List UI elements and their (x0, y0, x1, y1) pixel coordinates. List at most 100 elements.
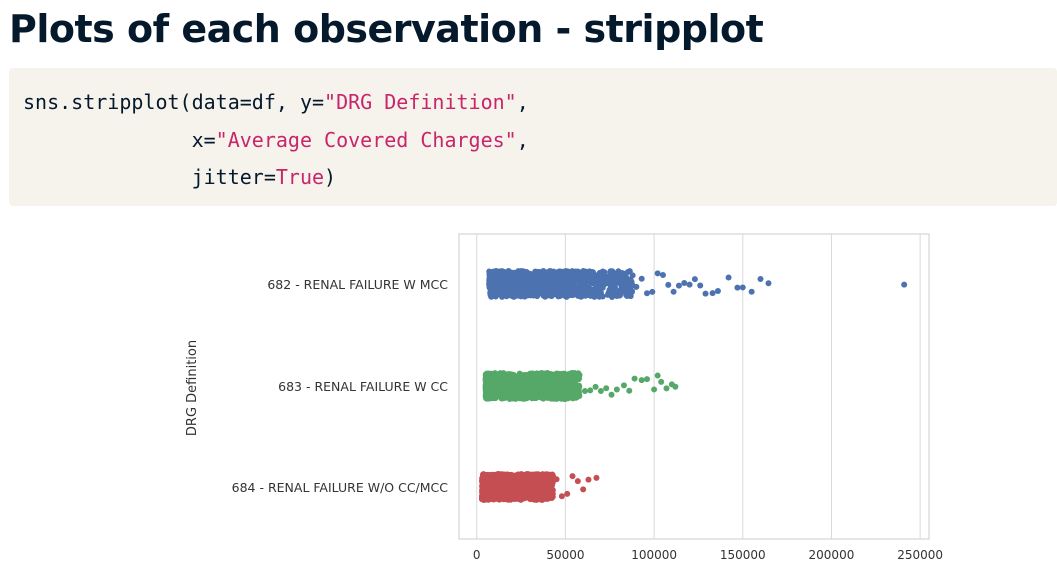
data-point (524, 292, 531, 299)
y-axis-label: DRG Definition (185, 340, 200, 436)
data-point (528, 376, 535, 383)
data-point (501, 373, 508, 380)
data-point (499, 379, 506, 386)
data-point (551, 282, 558, 289)
data-point (734, 284, 741, 291)
data-point (534, 291, 541, 298)
data-point (702, 290, 709, 297)
data-point (581, 388, 588, 395)
x-tick-label: 150000 (720, 548, 766, 562)
data-point (580, 486, 587, 493)
data-point (654, 372, 661, 379)
data-point (547, 276, 554, 283)
data-point (616, 275, 623, 282)
data-point (575, 391, 582, 398)
code-keyword: True (275, 165, 325, 189)
x-tick-label: 0 (473, 548, 481, 562)
code-text: ) (324, 165, 337, 189)
data-point (483, 377, 490, 384)
data-point (507, 479, 514, 486)
data-point (486, 481, 493, 488)
y-tick-label: 682 - RENAL FAILURE W MCC (267, 277, 448, 292)
data-point (558, 493, 565, 500)
data-point (576, 275, 583, 282)
data-point (556, 278, 563, 285)
data-point (580, 268, 587, 275)
data-point (503, 496, 510, 503)
data-point (530, 473, 537, 480)
data-point (686, 281, 693, 288)
data-point (559, 376, 566, 383)
data-point (535, 475, 542, 482)
data-point (599, 280, 606, 287)
data-point (901, 281, 908, 288)
data-point (596, 270, 603, 277)
data-point (709, 290, 716, 297)
data-point (519, 493, 526, 500)
data-point (765, 280, 772, 287)
x-tick-label: 250000 (897, 548, 943, 562)
data-point (691, 276, 698, 283)
data-point (546, 268, 553, 275)
x-tick-label: 200000 (809, 548, 855, 562)
data-point (523, 269, 530, 276)
data-point (593, 474, 600, 481)
data-point (516, 477, 523, 484)
code-indent (23, 165, 192, 189)
data-point (607, 290, 614, 297)
data-point (619, 280, 626, 287)
data-point (499, 387, 506, 394)
data-point (597, 388, 604, 395)
data-point (527, 496, 534, 503)
data-point (626, 387, 633, 394)
data-point (512, 292, 519, 299)
data-point (591, 288, 598, 295)
data-point (597, 293, 604, 300)
data-point (496, 496, 503, 503)
data-point (603, 385, 610, 392)
stripplot-svg: 0 50000 100000 150000 200000 250000 682 - RENA… (185, 233, 943, 562)
code-text: x= (191, 127, 216, 152)
data-point (525, 277, 532, 284)
data-point (502, 285, 509, 292)
data-point (622, 270, 629, 277)
code-line-1: sns.stripplot(data=df, y="DRG Definition… (23, 84, 1057, 122)
data-point (532, 282, 539, 289)
data-point (658, 378, 665, 385)
code-text: , (516, 127, 529, 152)
data-point (558, 381, 565, 388)
data-point (540, 286, 547, 293)
data-point (515, 272, 522, 279)
y-tick-label: 683 - RENAL FAILURE W CC (278, 379, 448, 394)
data-point (556, 268, 563, 275)
data-point (498, 395, 505, 402)
data-point (611, 280, 618, 287)
code-indent (23, 128, 192, 152)
data-point (595, 276, 602, 283)
data-point (479, 495, 486, 502)
data-point (560, 387, 567, 394)
data-point (506, 284, 513, 291)
data-point (739, 284, 746, 291)
data-point (495, 478, 502, 485)
data-point (608, 391, 615, 398)
data-point (538, 378, 545, 385)
data-point (519, 376, 526, 383)
data-point (522, 381, 529, 388)
data-point (592, 383, 599, 390)
data-point (564, 380, 571, 387)
data-point (486, 268, 493, 275)
data-point (540, 492, 547, 499)
data-point (484, 371, 491, 378)
data-point (511, 390, 518, 397)
series-group (486, 268, 908, 300)
data-point (596, 285, 603, 292)
data-point (531, 487, 538, 494)
data-point (520, 279, 527, 286)
data-point (644, 376, 650, 383)
data-point (496, 488, 503, 495)
data-point (493, 393, 500, 400)
data-point (516, 395, 523, 402)
data-point (553, 476, 560, 483)
data-point (651, 386, 658, 393)
